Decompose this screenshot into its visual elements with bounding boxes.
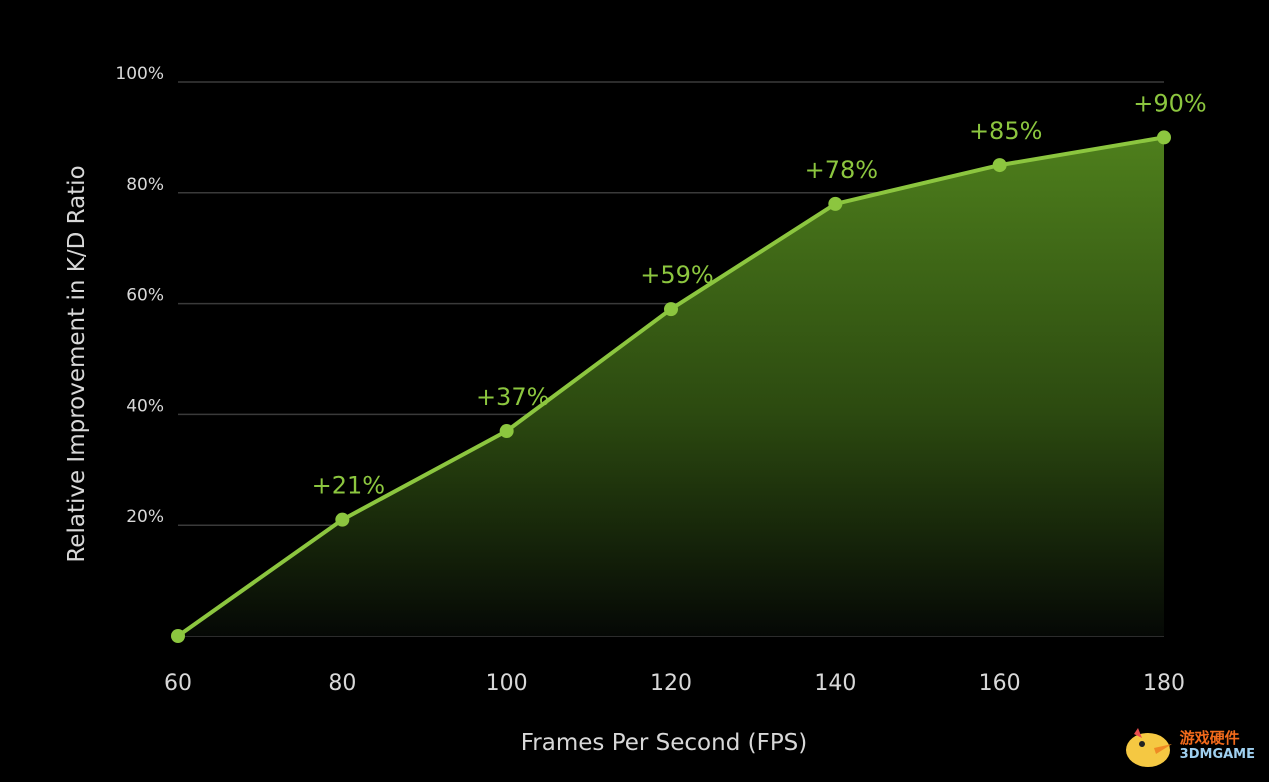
y-tick-label: 100% xyxy=(115,64,164,84)
y-axis-ticks: 20% 40% 60% 80% 100% xyxy=(115,64,164,527)
data-point xyxy=(828,196,843,211)
data-point xyxy=(335,512,350,527)
data-point xyxy=(992,158,1007,173)
data-point xyxy=(1157,130,1171,145)
watermark-logo: 游戏硬件 3DMGAME xyxy=(1120,722,1255,770)
data-point xyxy=(499,424,514,439)
data-label: +37% xyxy=(476,383,549,411)
data-labels: +21% +37% +59% +78% +85% +90% xyxy=(312,89,1207,499)
data-label: +21% xyxy=(312,472,385,500)
y-tick-label: 40% xyxy=(126,396,164,416)
x-tick-label: 140 xyxy=(814,671,856,696)
data-points xyxy=(171,130,1171,643)
x-tick-label: 160 xyxy=(979,671,1021,696)
x-axis-title: Frames Per Second (FPS) xyxy=(521,730,808,756)
data-label: +85% xyxy=(969,117,1042,145)
y-tick-label: 80% xyxy=(126,175,164,195)
data-label: +78% xyxy=(805,156,878,184)
y-axis-title: Relative Improvement in K/D Ratio xyxy=(64,165,90,562)
data-point xyxy=(664,302,678,317)
x-tick-label: 100 xyxy=(486,671,528,696)
area-fill xyxy=(178,137,1164,636)
x-tick-label: 60 xyxy=(164,671,192,696)
watermark-en-text: 3DMGAME xyxy=(1179,747,1255,762)
x-axis-ticks: 60 80 100 120 140 160 180 xyxy=(164,671,1185,696)
data-label: +90% xyxy=(1133,89,1206,117)
x-tick-label: 180 xyxy=(1143,671,1185,696)
data-point xyxy=(171,629,185,643)
duck-mascot-icon xyxy=(1125,728,1172,767)
x-tick-label: 120 xyxy=(650,671,692,696)
x-tick-label: 80 xyxy=(328,671,356,696)
data-label: +59% xyxy=(640,261,713,289)
watermark-cn-text: 游戏硬件 xyxy=(1179,729,1240,747)
y-tick-label: 20% xyxy=(126,507,164,527)
y-tick-label: 60% xyxy=(126,286,164,306)
